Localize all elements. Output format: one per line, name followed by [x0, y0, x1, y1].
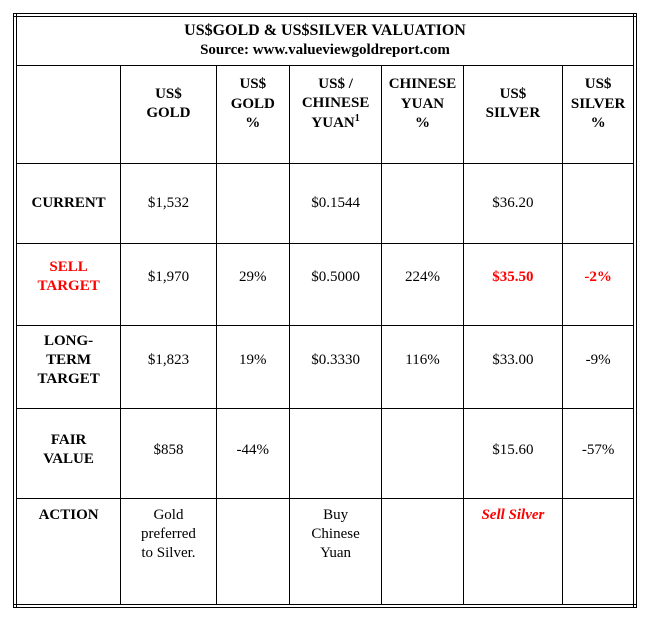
- header-us-gold: US$ GOLD: [120, 64, 217, 164]
- cell-long-us-silver-pct: -9%: [562, 324, 636, 409]
- valuation-table-container: US$GOLD & US$SILVER VALUATION Source: ww…: [13, 13, 645, 609]
- table-row-long-term-target: LONG- TERM TARGET $1,823 19% $0.3330 116…: [14, 324, 636, 409]
- cell-fair-us-silver: $15.60: [462, 407, 564, 499]
- row-label-sell-target: SELL TARGET: [14, 242, 122, 326]
- cell-action-silver-advice: Sell Silver: [462, 497, 564, 607]
- column-header-row: US$ GOLD US$ GOLD % US$ / CHINESE YUAN1 …: [14, 64, 636, 164]
- header-us-gold-pct: US$ GOLD %: [215, 64, 290, 164]
- table-row-current: CURRENT $1,532 $0.1544 $36.20: [14, 162, 636, 244]
- cell-action-gold-advice: Gold preferred to Silver.: [120, 497, 217, 607]
- cell-current-us-silver-pct: [562, 162, 636, 244]
- source-url-text: Source: www.valueviewgoldreport.com: [200, 42, 450, 59]
- cell-sell-us-gold-pct: 29%: [215, 242, 290, 326]
- cell-sell-yuan: $0.5000: [288, 242, 383, 326]
- table-row-action: ACTION Gold preferred to Silver. Buy Chi…: [14, 497, 636, 607]
- cell-long-us-gold: $1,823: [120, 324, 217, 409]
- footnote-marker: 1: [354, 113, 360, 125]
- cell-fair-us-gold: $858: [120, 407, 217, 499]
- cell-fair-yuan: [288, 407, 383, 499]
- cell-sell-us-silver-pct: -2%: [562, 242, 636, 326]
- cell-current-yuan-pct: [381, 162, 464, 244]
- cell-long-yuan-pct: 116%: [381, 324, 464, 409]
- cell-action-yuan-pct: [381, 497, 464, 607]
- header-us-silver-pct: US$ SILVER %: [562, 64, 636, 164]
- header-blank: [14, 64, 122, 164]
- cell-action-us-silver-pct: [562, 497, 636, 607]
- cell-fair-us-gold-pct: -44%: [215, 407, 290, 499]
- header-us-chinese-yuan: US$ / CHINESE YUAN1: [288, 64, 383, 164]
- header-chinese-yuan-pct: CHINESE YUAN %: [381, 64, 464, 164]
- cell-fair-us-silver-pct: -57%: [562, 407, 636, 499]
- page-title: US$GOLD & US$SILVER VALUATION: [184, 22, 466, 39]
- valuation-table: US$GOLD & US$SILVER VALUATION Source: ww…: [13, 13, 637, 609]
- cell-action-yuan-advice: Buy Chinese Yuan: [288, 497, 383, 607]
- cell-long-us-silver: $33.00: [462, 324, 564, 409]
- cell-sell-us-gold: $1,970: [120, 242, 217, 326]
- table-title-row: US$GOLD & US$SILVER VALUATION Source: ww…: [14, 14, 636, 66]
- cell-action-us-gold-pct: [215, 497, 290, 607]
- cell-fair-yuan-pct: [381, 407, 464, 499]
- cell-sell-us-silver: $35.50: [462, 242, 564, 326]
- cell-current-us-silver: $36.20: [462, 162, 564, 244]
- row-label-fair-value: FAIR VALUE: [14, 407, 122, 499]
- cell-sell-yuan-pct: 224%: [381, 242, 464, 326]
- header-us-silver: US$ SILVER: [462, 64, 564, 164]
- table-title-cell: US$GOLD & US$SILVER VALUATION Source: ww…: [14, 14, 636, 66]
- table-row-sell-target: SELL TARGET $1,970 29% $0.5000 224% $35.…: [14, 242, 636, 326]
- row-label-current: CURRENT: [14, 162, 122, 244]
- cell-current-us-gold-pct: [215, 162, 290, 244]
- row-label-action: ACTION: [14, 497, 122, 607]
- table-row-fair-value: FAIR VALUE $858 -44% $15.60 -57%: [14, 407, 636, 499]
- cell-current-us-gold: $1,532: [120, 162, 217, 244]
- cell-long-us-gold-pct: 19%: [215, 324, 290, 409]
- row-label-long-term-target: LONG- TERM TARGET: [14, 324, 122, 409]
- cell-current-yuan: $0.1544: [288, 162, 383, 244]
- cell-long-yuan: $0.3330: [288, 324, 383, 409]
